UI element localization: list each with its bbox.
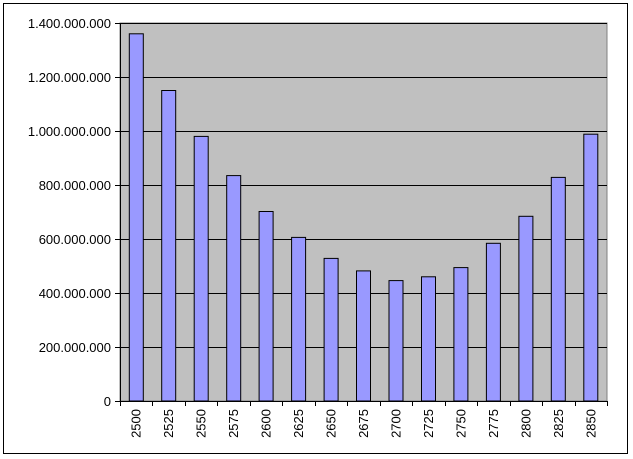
x-tick-label: 2650 — [324, 409, 339, 438]
y-tick-label: 600.000.000 — [39, 232, 111, 247]
x-tick-label: 2750 — [453, 409, 468, 438]
y-tick-label: 200.000.000 — [39, 340, 111, 355]
y-tick-label: 1.000.000.000 — [28, 124, 111, 139]
bar-2650 — [323, 257, 339, 402]
bar-2575 — [226, 175, 242, 402]
x-tick-label: 2800 — [518, 409, 533, 438]
x-tick-label: 2850 — [583, 409, 598, 438]
x-tick-label: 2825 — [551, 409, 566, 438]
bar-2725 — [421, 276, 436, 402]
y-tick-label: 400.000.000 — [39, 286, 111, 301]
y-tick-label: 800.000.000 — [39, 178, 111, 193]
x-tick-label: 2775 — [486, 409, 501, 438]
bar-2750 — [453, 267, 469, 402]
x-tick-label: 2575 — [226, 409, 241, 438]
bar-2625 — [291, 236, 307, 402]
x-tick-label: 2625 — [291, 409, 306, 438]
y-axis: 0 200.000.000 400.000.000 600.000.000 800.00… — [28, 16, 121, 409]
bar-2775 — [485, 242, 501, 402]
x-tick-label: 2700 — [388, 409, 403, 438]
bar-2550 — [193, 135, 209, 402]
bar-2825 — [550, 176, 566, 402]
bar-2675 — [356, 270, 371, 402]
x-tick-label: 2500 — [129, 409, 144, 438]
y-tick-label: 1.200.000.000 — [28, 70, 111, 85]
bar-2525 — [161, 90, 177, 402]
bars — [128, 33, 599, 402]
bar-2600 — [258, 211, 274, 402]
x-tick-label: 2675 — [356, 409, 371, 438]
x-axis: 2500 2525 2550 2575 2600 2625 2650 2675 2700 2725… — [120, 401, 608, 438]
y-tick-label: 0 — [104, 394, 111, 409]
bar-2500 — [128, 33, 144, 402]
bar-2850 — [583, 133, 599, 402]
x-tick-label: 2525 — [161, 409, 176, 438]
bar-2700 — [388, 280, 404, 402]
x-tick-label: 2550 — [194, 409, 209, 438]
x-tick-label: 2600 — [259, 409, 274, 438]
y-tick-label: 1.400.000.000 — [28, 16, 111, 31]
x-tick-label: 2725 — [421, 409, 436, 438]
bar-2800 — [518, 215, 534, 402]
